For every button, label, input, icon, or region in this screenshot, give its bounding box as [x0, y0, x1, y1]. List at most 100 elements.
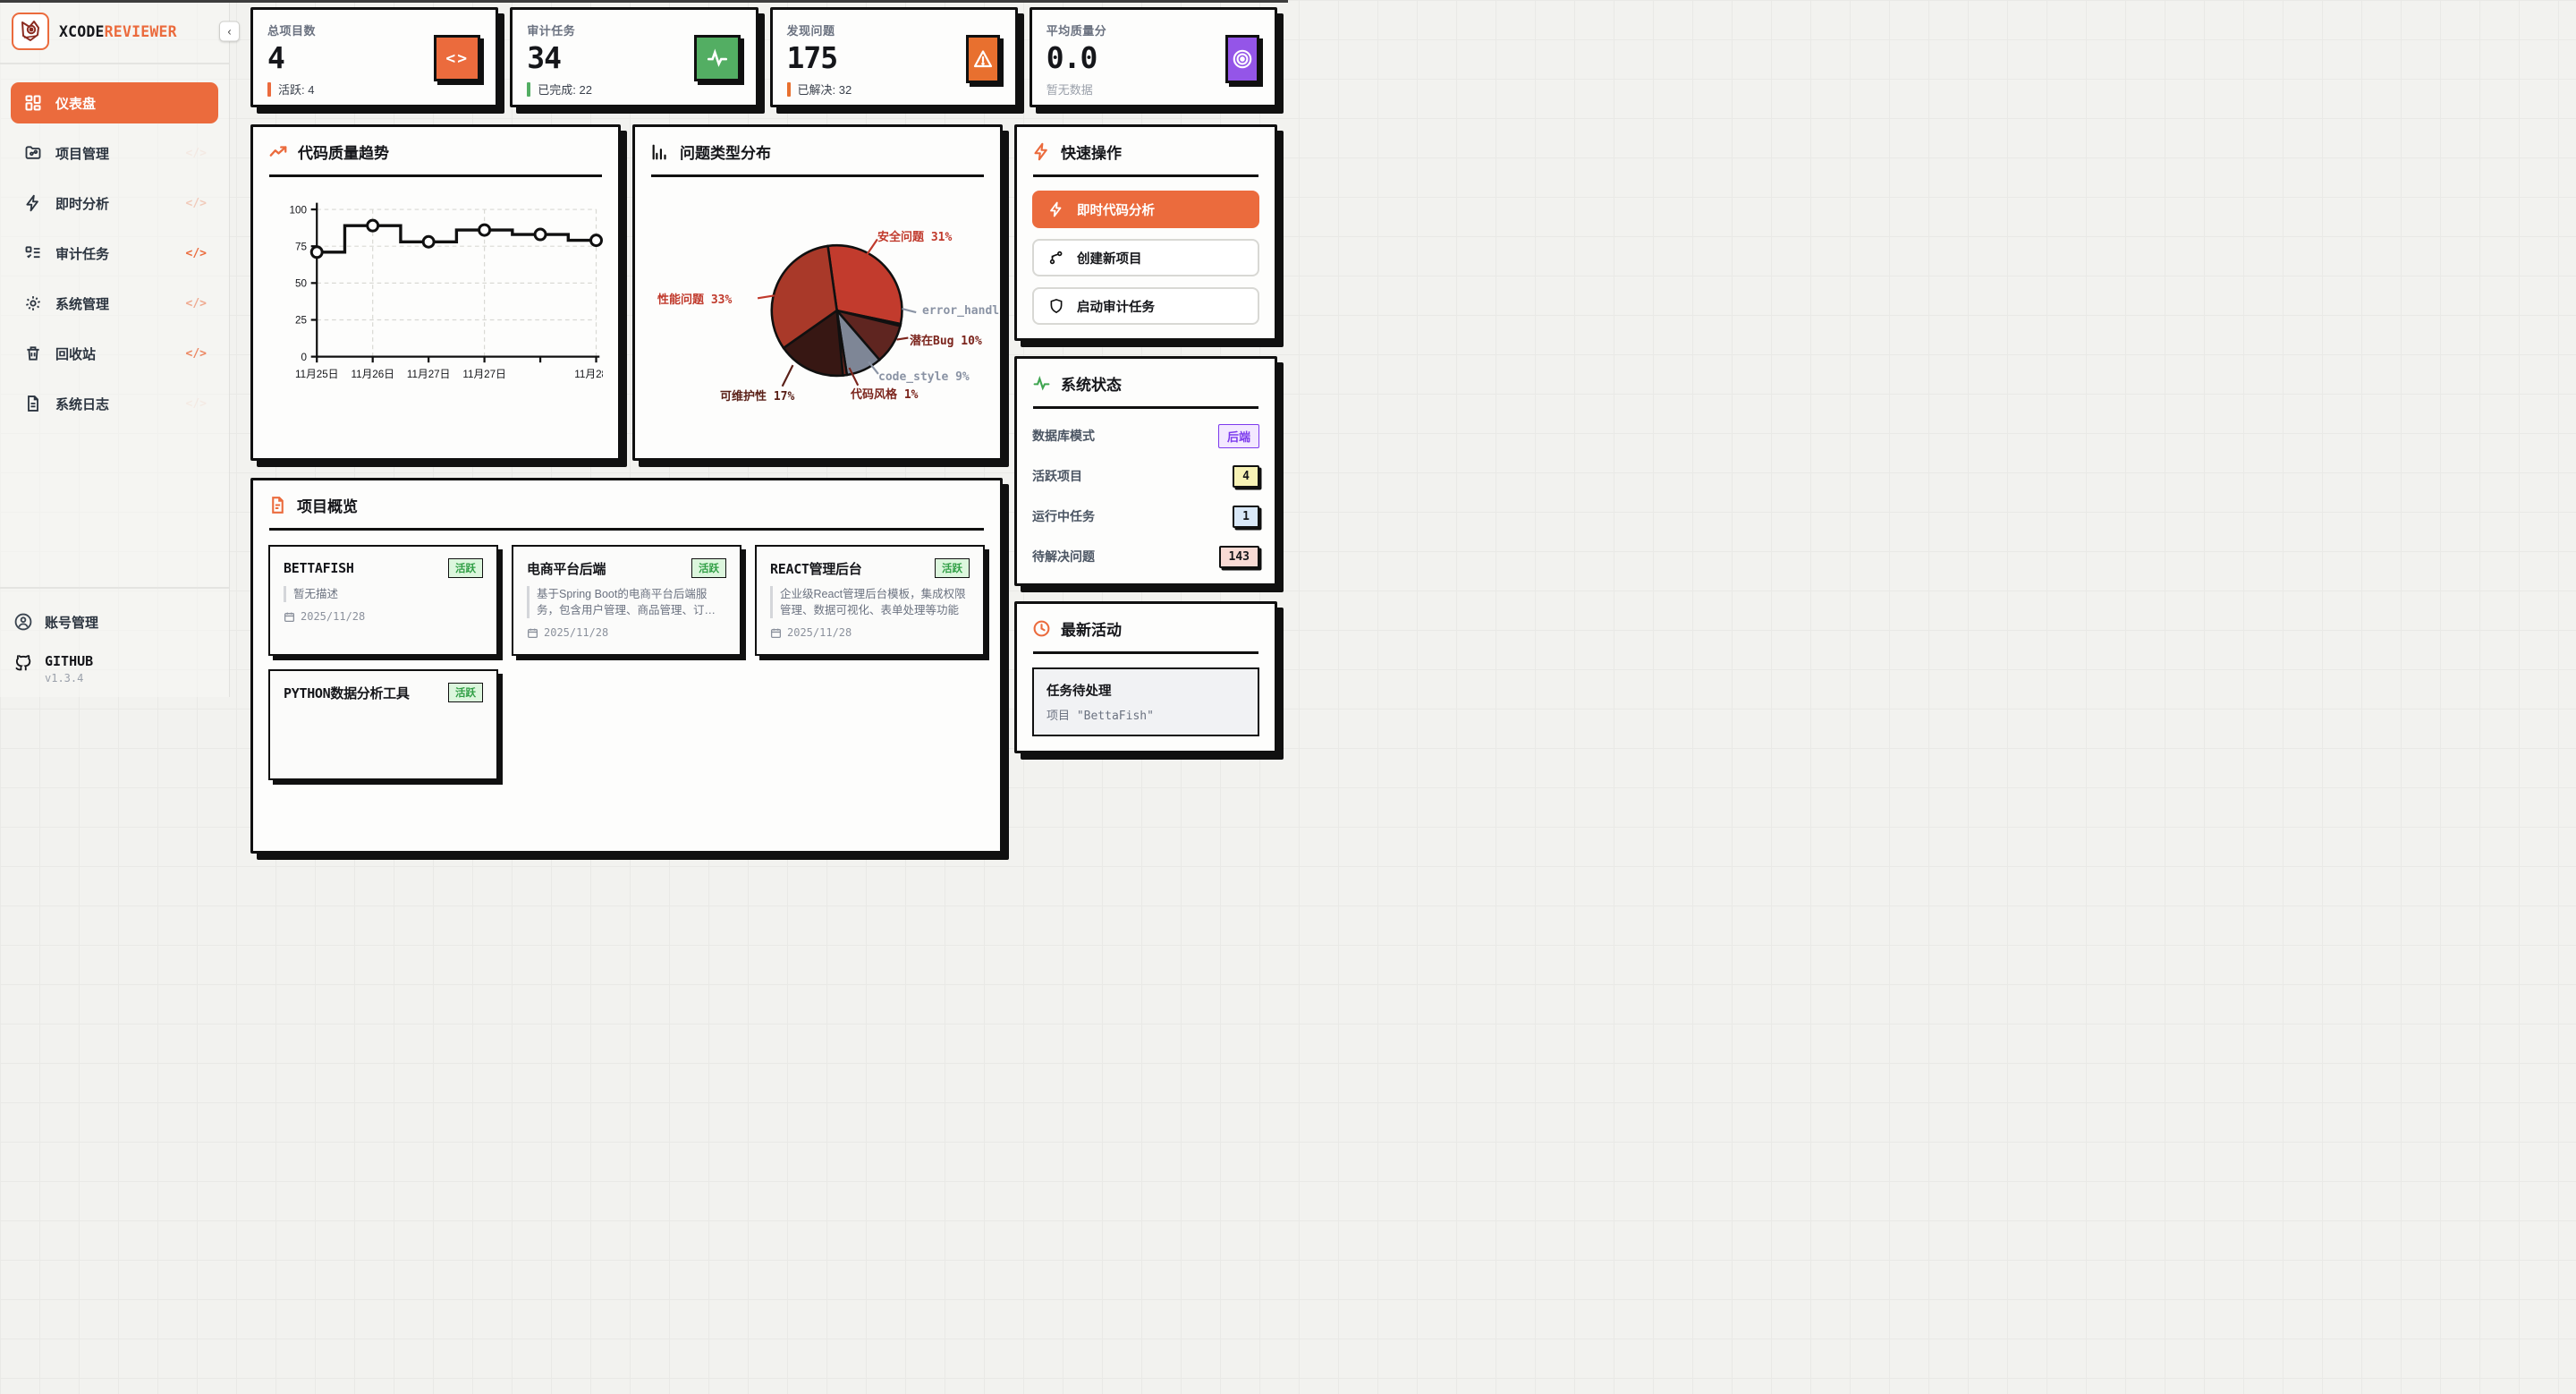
account-label: 账号管理	[45, 615, 99, 631]
user-circle-icon	[14, 613, 32, 631]
logo-row: XCODEREVIEWER ‹	[0, 0, 240, 64]
wordmark-primary: XCODE	[59, 22, 105, 40]
quick-actions-card: 快速操作 即时代码分析 创建新项目 启动审计任务	[1014, 124, 1277, 341]
divider	[1033, 651, 1258, 654]
project-date-row: 2025/11/28	[527, 626, 726, 639]
status-row-active-projects: 活跃项目 4	[1032, 463, 1259, 489]
button-label: 即时代码分析	[1077, 203, 1155, 218]
button-label: 创建新项目	[1077, 251, 1142, 267]
fox-logo-icon	[21, 21, 39, 41]
sidebar-item-dashboard[interactable]: 仪表盘	[11, 82, 218, 123]
sidebar-item-projects[interactable]: 项目管理 </>	[11, 132, 218, 174]
stat-card-issues-found: 发现问题 175 已解决: 32	[769, 7, 1018, 107]
svg-text:11月27日: 11月27日	[407, 369, 450, 380]
system-status-card: 系统状态 数据库模式 后端 活跃项目 4 运行中任务 1 待解决问题 143	[1014, 356, 1277, 586]
stat-card-audit-tasks: 审计任务 34 已完成: 22	[510, 7, 758, 107]
sidebar-item-label: 项目管理	[55, 146, 110, 162]
project-grid: BETTAFISH 活跃 暂无描述 2025/11/28 电商平台后端 活跃	[268, 545, 985, 780]
stat-title: 发现问题	[786, 24, 835, 38]
code-brackets-icon: <>	[434, 35, 481, 81]
quick-actions-header: 快速操作	[1032, 140, 1259, 163]
status-badge: 活跃	[448, 558, 483, 578]
activity-title: 任务待处理	[1046, 684, 1112, 699]
divider	[1033, 174, 1258, 177]
start-audit-button[interactable]: 启动审计任务	[1032, 287, 1259, 325]
pie-label-code-style-en: code_style 9%	[878, 370, 970, 384]
svg-text:25: 25	[295, 315, 307, 327]
divider	[269, 174, 602, 177]
projects-overview-card: 项目概览 BETTAFISH 活跃 暂无描述 2025/11/28	[250, 478, 1003, 854]
project-description: 基于Spring Boot的电商平台后端服务，包含用户管理、商品管理、订单处理…	[527, 586, 726, 619]
recent-activity-card: 最新活动 任务待处理 项目 "BettaFish"	[1014, 601, 1277, 753]
status-label: 活跃项目	[1032, 469, 1082, 483]
activity-item[interactable]: 任务待处理 项目 "BettaFish"	[1032, 667, 1259, 736]
project-date: 2025/11/28	[301, 610, 366, 624]
sidebar-item-system-logs[interactable]: 系统日志 </>	[11, 383, 218, 424]
project-card-ecommerce-backend[interactable]: 电商平台后端 活跃 基于Spring Boot的电商平台后端服务，包含用户管理、…	[512, 545, 741, 656]
pie-leader-lines	[757, 238, 917, 387]
pulse-icon	[1033, 376, 1050, 391]
code-badge: </>	[185, 146, 207, 160]
project-date-row: 2025/11/28	[770, 626, 970, 639]
app-version: v1.3.4	[45, 672, 84, 684]
window-top-strip	[0, 0, 1288, 3]
status-row-open-issues: 待解决问题 143	[1032, 543, 1259, 570]
issue-types-title: 问题类型分布	[680, 145, 771, 162]
file-icon	[272, 497, 284, 514]
github-link[interactable]: GITHUB v1.3.4	[13, 653, 216, 684]
project-name: REACT管理后台	[770, 560, 862, 577]
code-badge: </>	[185, 396, 207, 411]
project-date-row: 2025/11/28	[284, 610, 483, 623]
stat-sub-label: 已解决: 32	[797, 83, 852, 98]
calendar-icon	[284, 612, 295, 622]
status-label: 待解决问题	[1032, 549, 1095, 564]
project-card-bettafish[interactable]: BETTAFISH 活跃 暂无描述 2025/11/28	[268, 545, 498, 656]
sidebar-nav: 仪表盘 项目管理 </> 即时分析 </> 审计任务 </> 系统管理 </> …	[0, 64, 229, 424]
code-badge: </>	[185, 346, 207, 361]
alert-triangle-icon	[965, 35, 1000, 83]
status-label: 运行中任务	[1032, 509, 1095, 523]
sidebar-item-system-admin[interactable]: 系统管理 </>	[11, 283, 218, 324]
sidebar-item-audit-tasks[interactable]: 审计任务 </>	[11, 233, 218, 274]
quick-actions-title: 快速操作	[1061, 145, 1122, 162]
projects-overview-header: 项目概览	[268, 494, 985, 516]
stat-value: 34	[527, 40, 562, 75]
zap-icon	[1050, 201, 1062, 217]
sidebar-item-label: 系统管理	[55, 296, 110, 312]
code-badge: </>	[185, 196, 207, 210]
button-label: 启动审计任务	[1077, 300, 1155, 315]
sidebar-item-label: 回收站	[55, 346, 97, 362]
stat-sub: 活跃: 4	[267, 81, 481, 98]
pie-chart-svg	[770, 244, 903, 378]
status-badge: 后端	[1217, 423, 1259, 448]
calendar-icon	[770, 628, 782, 638]
svg-text:100: 100	[290, 204, 308, 216]
stat-sub-label: 活跃: 4	[278, 83, 315, 98]
project-card-python-analytics[interactable]: PYTHON数据分析工具 活跃	[268, 669, 498, 780]
line-chart-svg: 0 25 50 75 100 11月25日 11月26日 11月27日 11月27日 11月28日	[290, 202, 603, 380]
sidebar-item-recycle-bin[interactable]: 回收站 </>	[11, 333, 218, 374]
app-logo	[12, 13, 49, 50]
quality-trend-title: 代码质量趋势	[298, 145, 389, 162]
recent-activity-title: 最新活动	[1061, 622, 1122, 639]
instant-analysis-button[interactable]: 即时代码分析	[1032, 191, 1259, 228]
pie-label-error-handling: error_handling	[922, 304, 1000, 318]
stat-title: 审计任务	[527, 24, 576, 38]
stat-sub-label: 已完成: 22	[538, 83, 592, 98]
account-management-item[interactable]: 账号管理	[13, 603, 216, 641]
target-icon	[1225, 35, 1259, 83]
project-name: PYTHON数据分析工具	[284, 684, 410, 701]
status-row-db-mode: 数据库模式 后端	[1032, 422, 1259, 449]
sidebar-collapse-button[interactable]: ‹	[219, 21, 240, 42]
issue-types-card: 问题类型分布 安全问题	[632, 124, 1003, 461]
create-project-button[interactable]: 创建新项目	[1032, 239, 1259, 276]
svg-text:11月25日: 11月25日	[295, 369, 338, 380]
activity-pulse-icon	[693, 35, 741, 81]
sidebar-item-instant-analysis[interactable]: 即时分析 </>	[11, 183, 218, 224]
project-card-react-admin[interactable]: REACT管理后台 活跃 企业级React管理后台模板，集成权限管理、数据可视化…	[755, 545, 985, 656]
dashboard-grid-icon	[25, 95, 41, 111]
stat-card-row: 总项目数 4 活跃: 4 <> 审计任务 34 已完成: 22 发现问题 175	[250, 7, 1277, 107]
divider	[1033, 406, 1258, 409]
code-badge: </>	[185, 296, 207, 310]
divider	[651, 174, 984, 177]
